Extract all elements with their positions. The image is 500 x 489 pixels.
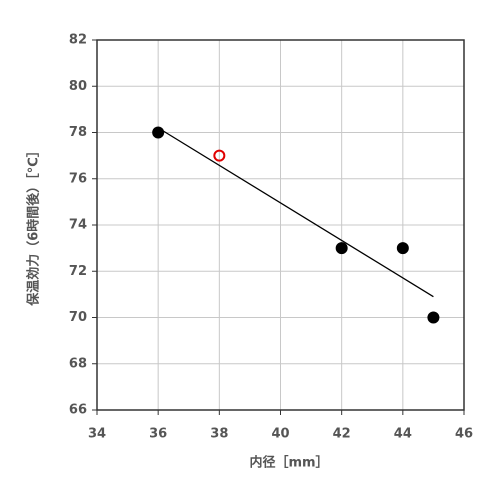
x-tick-label: 36 xyxy=(149,427,167,442)
data-point xyxy=(396,242,409,255)
plot-border xyxy=(96,39,465,411)
y-tick-label: 82 xyxy=(69,33,87,48)
y-tick-label: 66 xyxy=(69,403,87,418)
x-tick-label: 46 xyxy=(455,427,473,442)
y-tick-label: 74 xyxy=(69,218,87,233)
y-tick-label: 70 xyxy=(69,310,87,325)
y-tick-label: 72 xyxy=(69,264,87,279)
x-tick-label: 42 xyxy=(333,427,351,442)
data-point xyxy=(427,311,440,324)
x-tick-label: 34 xyxy=(88,427,106,442)
data-point xyxy=(335,242,348,255)
y-tick-label: 76 xyxy=(69,171,87,186)
x-tick-label: 44 xyxy=(394,427,412,442)
y-tick-label: 80 xyxy=(69,79,87,94)
data-point xyxy=(213,149,226,162)
x-tick-label: 40 xyxy=(271,427,289,442)
data-point xyxy=(152,126,165,139)
x-tick-label: 38 xyxy=(210,427,228,442)
y-axis-label: 保温効力（6時間後）［°C］ xyxy=(26,144,42,307)
x-axis-label: 内径［mm］ xyxy=(249,455,328,471)
y-tick-label: 78 xyxy=(69,125,87,140)
trendline xyxy=(157,127,434,298)
y-tick-label: 68 xyxy=(69,356,87,371)
